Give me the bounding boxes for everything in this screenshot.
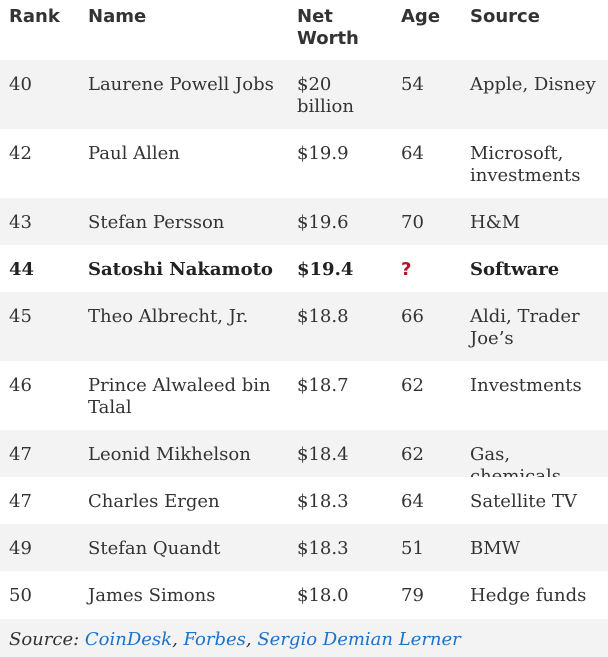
age-cell: 66	[401, 306, 424, 327]
age-cell: 62	[401, 375, 424, 396]
net-worth-cell: $18.8	[297, 306, 349, 327]
table-row: 44 Satoshi Nakamoto $19.4? Software	[0, 245, 608, 293]
rank-cell: 45	[9, 306, 32, 327]
rank-cell: 49	[9, 538, 32, 559]
net-worth-cell: $18.3	[297, 538, 349, 559]
source-link-sergio-demian-lerner[interactable]: Sergio Demian Lerner	[257, 629, 461, 650]
age-cell: 54	[401, 74, 424, 95]
rank-cell: 47	[9, 444, 32, 465]
source-link-forbes[interactable]: Forbes	[183, 629, 246, 650]
table-row: 49 Stefan Quandt $18.3 51 BMW	[0, 524, 608, 572]
net-worth-cell: $18.4	[297, 444, 349, 465]
rank-cell: 47	[9, 491, 32, 512]
table-header: Rank Name Net Worth Age Source	[0, 0, 608, 61]
table-row: 50 James Simons $18.0 79 Hedge funds	[0, 571, 608, 620]
table-row: 43 Stefan Persson $19.6 70 H&M	[0, 198, 608, 246]
table-row: 42 Paul Allen $19.9 64 Microsoft, investment…	[0, 129, 608, 199]
name-cell: Laurene Powell Jobs	[88, 74, 274, 95]
net-worth-cell: $20 billion	[297, 74, 354, 117]
age-cell: 64	[401, 143, 424, 164]
source-cell: Investments	[470, 375, 582, 396]
name-cell: Satoshi Nakamoto	[88, 259, 273, 280]
unknown-age-icon: ?	[401, 259, 412, 280]
source-cell: H&M	[470, 212, 521, 233]
rank-cell: 42	[9, 143, 32, 164]
net-worth-cell: $18.3	[297, 491, 349, 512]
table-row: 40 Laurene Powell Jobs $20 billion 54 Apple,…	[0, 60, 608, 130]
header-age: Age	[401, 6, 441, 27]
source-link-coindesk[interactable]: CoinDesk	[84, 629, 173, 650]
rank-cell: 40	[9, 74, 32, 95]
source-prefix: Source:	[9, 629, 85, 650]
rank-cell: 46	[9, 375, 32, 396]
table-row: 47 Charles Ergen $18.3 64 Satellite TV	[0, 477, 608, 525]
header-net-worth: Net Worth	[297, 6, 359, 49]
net-worth-cell: $18.7	[297, 375, 349, 396]
name-cell: Stefan Persson	[88, 212, 225, 233]
header-source: Source	[470, 6, 540, 27]
name-cell: Prince Alwaleed bin Talal	[88, 375, 271, 418]
age-cell: 62	[401, 444, 424, 465]
net-worth-cell: $19.4	[297, 259, 354, 280]
source-note: Source: CoinDesk, Forbes, Sergio Demian …	[0, 619, 608, 657]
source-separator: ,	[172, 629, 184, 650]
table-row: 45 Theo Albrecht, Jr. $18.8 66 Aldi, Trader …	[0, 292, 608, 362]
name-cell: James Simons	[88, 585, 216, 606]
source-cell: Apple, Disney	[470, 74, 596, 95]
net-worth-cell: $19.6	[297, 212, 349, 233]
age-cell: 64	[401, 491, 424, 512]
net-worth-cell: $18.0	[297, 585, 349, 606]
source-cell: BMW	[470, 538, 521, 559]
source-cell: Software	[470, 259, 560, 280]
source-cell: Satellite TV	[470, 491, 577, 512]
name-cell: Leonid Mikhelson	[88, 444, 251, 465]
header-rank: Rank	[9, 6, 60, 27]
rank-cell: 44	[9, 259, 35, 280]
age-cell: 51	[401, 538, 424, 559]
source-cell: Microsoft, investments	[470, 143, 581, 186]
name-cell: Stefan Quandt	[88, 538, 221, 559]
rank-cell: 50	[9, 585, 32, 606]
source-cell: Aldi, Trader Joe’s	[470, 306, 580, 349]
age-cell: 79	[401, 585, 424, 606]
header-name: Name	[88, 6, 147, 27]
age-cell: 70	[401, 212, 424, 233]
table-row: 46 Prince Alwaleed bin Talal $18.7 62 Invest…	[0, 361, 608, 431]
source-cell: Hedge funds	[470, 585, 587, 606]
name-cell: Paul Allen	[88, 143, 180, 164]
rank-cell: 43	[9, 212, 32, 233]
name-cell: Theo Albrecht, Jr.	[88, 306, 249, 327]
source-separator: ,	[245, 629, 258, 650]
net-worth-cell: $19.9	[297, 143, 349, 164]
name-cell: Charles Ergen	[88, 491, 220, 512]
